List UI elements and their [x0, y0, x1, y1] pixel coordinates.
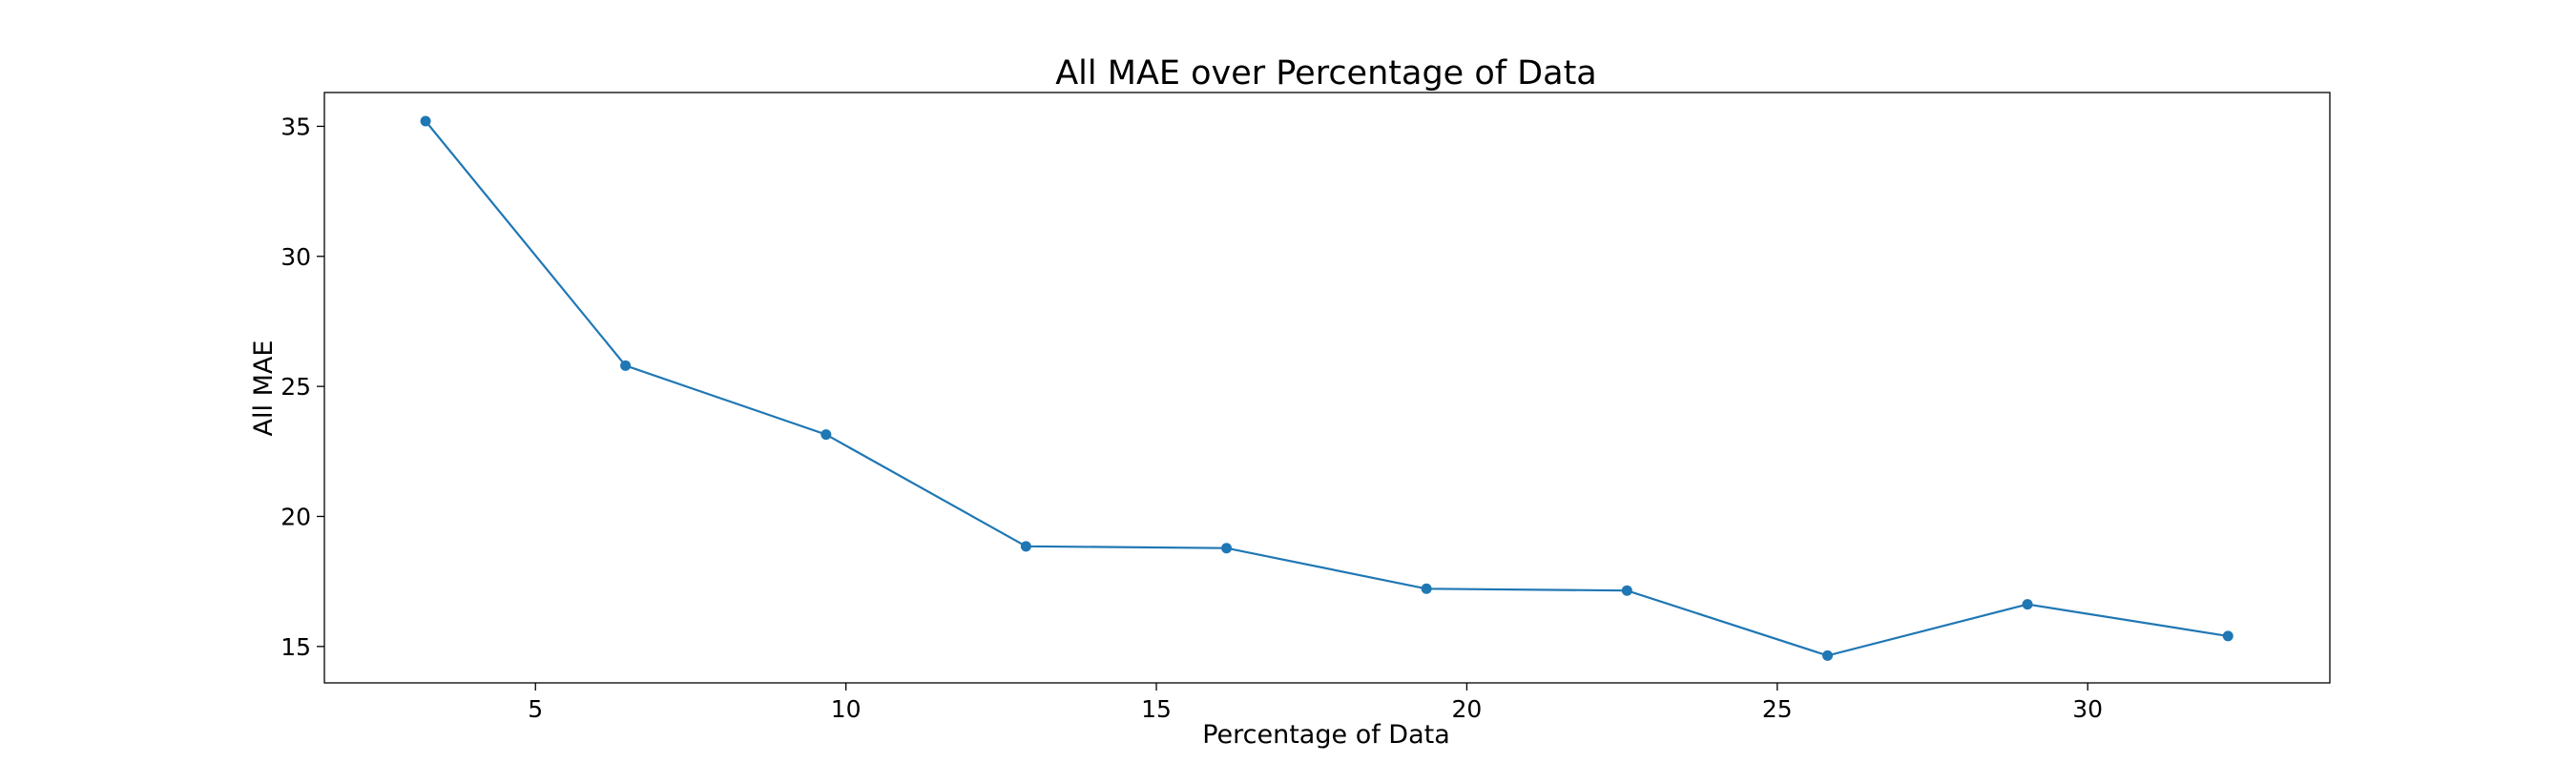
- y-tick-label: 15: [280, 633, 311, 661]
- x-tick-label: 20: [1452, 695, 1483, 723]
- series-layer: [420, 115, 2233, 661]
- x-axis-title: Percentage of Data: [1202, 720, 1450, 750]
- y-axis: 15 20 25 30 35: [280, 113, 324, 661]
- x-tick-label: 30: [2072, 695, 2103, 723]
- y-tick-label: 35: [280, 113, 311, 140]
- chart-title: All MAE over Percentage of Data: [1055, 54, 1597, 93]
- data-point: [2222, 630, 2233, 642]
- y-tick-label: 25: [280, 373, 311, 401]
- data-point: [1221, 543, 1233, 554]
- x-axis: 5 10 15 20 25 30: [528, 683, 2103, 723]
- data-point: [1621, 585, 1632, 596]
- data-point: [620, 360, 632, 371]
- x-tick-label: 25: [1762, 695, 1793, 723]
- data-point: [821, 429, 832, 441]
- series-line: [425, 120, 2229, 657]
- y-tick-label: 20: [280, 503, 311, 530]
- y-tick-label: 30: [280, 243, 311, 271]
- plot-area: [323, 92, 2331, 684]
- data-point: [420, 115, 431, 127]
- data-point: [1822, 650, 1834, 661]
- x-tick-label: 5: [528, 695, 543, 723]
- data-point: [1421, 583, 1432, 594]
- plot-frame: [323, 92, 2331, 684]
- data-point: [2022, 599, 2033, 610]
- x-tick-label: 10: [831, 695, 862, 723]
- y-axis-title: All MAE: [249, 340, 279, 437]
- x-tick-label: 15: [1141, 695, 1172, 723]
- data-point: [1020, 541, 1031, 552]
